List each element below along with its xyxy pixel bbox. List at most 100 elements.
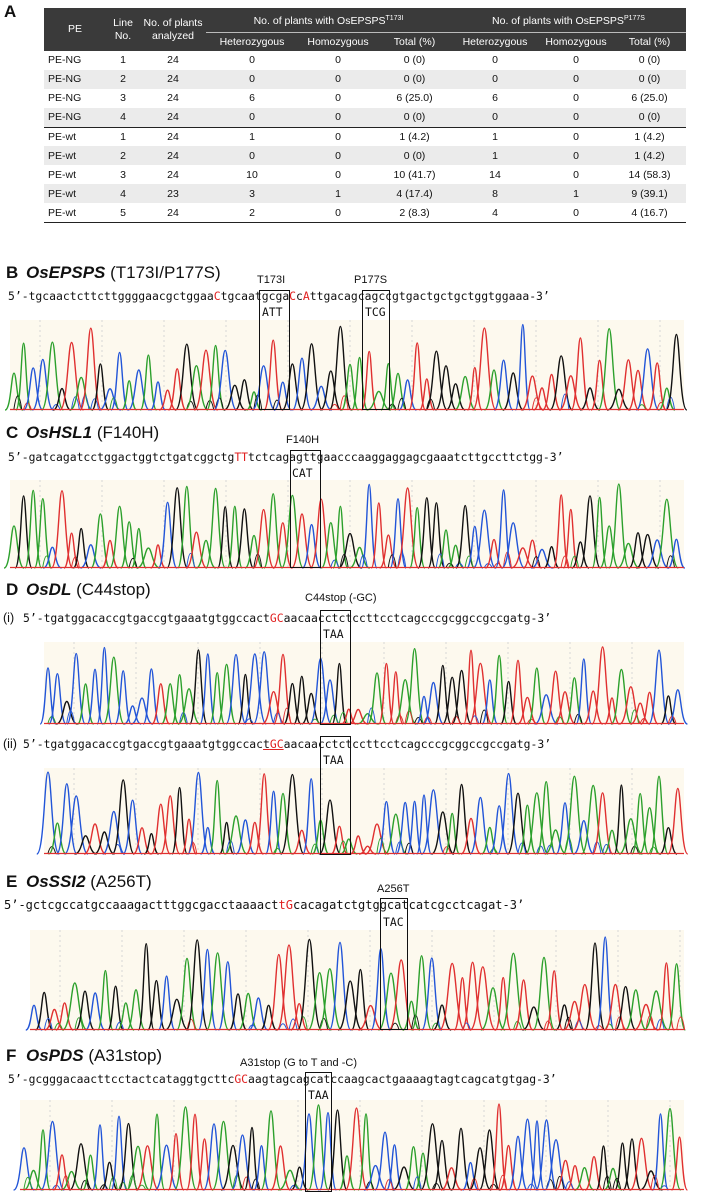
sequence-segment: t [263,737,270,751]
trace-peak [290,513,314,569]
trace-peak [658,387,676,411]
trace-peak [253,1144,270,1191]
trace-peak [604,697,620,725]
cell-line: 2 [106,69,140,89]
mutant-codon: TAA [323,753,344,767]
trace-peak [483,369,505,411]
trace-peak [302,778,321,855]
trace-minor-peak [431,1022,441,1031]
panel-e-letter: E [6,872,18,891]
sequence-line: 5’-tgatggacaccgtgaccgtgaaatgtggccactGCaa… [23,611,551,625]
trace-peak [114,670,132,725]
trace-peak [433,664,452,725]
trace-peak [408,342,427,411]
trace-peak [251,365,276,411]
trace-minor-peak [128,557,138,569]
cell-hom-1: 0 [298,203,378,224]
trace-peak [639,1170,663,1191]
gene-name: OsSSI2 [26,872,86,891]
trace-peak [398,379,417,411]
trace-peak [645,539,669,569]
trace-minor-peak [387,554,397,569]
trace-peak [55,1002,74,1031]
trace-peak [595,1145,612,1191]
cell-het-2: 1 [451,146,539,166]
trace-minor-peak [560,393,570,411]
trace-peak [493,359,514,411]
sequence-segment: cacagatctgtggcatcatcgcctcagat-3’ [293,898,525,912]
cell-total-2: 4 (16.7) [613,203,686,224]
trace-peak [384,813,408,855]
trace-peak [363,1164,388,1191]
trace-peak [392,1166,416,1191]
trace-peak [261,690,286,725]
trace-peak [80,544,102,569]
site-label: C44stop (-GC) [305,592,377,604]
trace-peak [127,369,150,411]
trace-peak [217,961,238,1031]
chromatogram-trace [3,480,686,569]
trace-minor-peak [51,404,61,411]
trace-minor-peak [244,718,254,725]
cell-total-2: 0 (0) [613,107,686,128]
trace-peak [453,976,472,1031]
trace-peak [205,952,230,1031]
sequence-line: 5’-gcgggacaacttcctactcataggtgcttcGCaagta… [8,1072,557,1086]
cell-line: 2 [106,146,140,166]
trace-peak [657,962,675,1031]
trace-peak [478,1129,501,1191]
trace-minor-peak [666,555,676,569]
cell-total-1: 1 (4.2) [378,126,451,147]
cell-plants: 24 [167,54,179,67]
header-total-1: Total (%) [378,32,451,51]
trace-minor-peak [278,1023,288,1031]
trace-peak [543,1139,569,1191]
trace-peak [414,1152,432,1191]
trace-peak [15,342,32,411]
cell-total-1: 0 (0) [378,69,451,89]
trace-peak [63,795,89,855]
cell-line: 3 [120,168,126,181]
sequence-segment: 5’-gctcgccatgccaaagactttggcgacctaaaact [4,898,279,912]
trace-peak [610,668,633,725]
trace-minor-peak [339,395,349,411]
trace-peak [670,1136,689,1191]
table-row: PE-wt 2 24 0 0 0 (0) 1 0 1 (4.2) [44,146,686,166]
cell-total-2: 9 (39.1) [613,184,686,204]
trace-peak [55,783,78,855]
trace-peak [310,385,333,411]
trace-minor-peak [251,1178,261,1191]
header-plants-analyzed: No. of plants analyzed [140,8,206,51]
mutation-site-box [362,290,390,410]
trace-minor-peak [339,553,349,569]
trace-minor-peak [656,401,666,411]
trace-minor-peak [186,1018,196,1031]
mutation-site-box [320,610,351,725]
trace-peak [338,532,362,569]
trace-peak [74,835,97,855]
trace-peak [562,508,579,569]
trace-peak [213,349,238,411]
cell-hom-2: 0 [573,168,579,181]
trace-peak [667,787,689,855]
cell-het-1: 0 [206,69,298,89]
trace-peak [55,700,78,725]
trace-peak [167,368,187,411]
cell-hom-2: 0 [539,146,613,166]
trace-minor-peak [555,1175,565,1191]
trace-peak [184,364,209,411]
trace-peak [434,365,458,411]
chromatogram-background [44,768,684,854]
trace-peak [618,818,643,855]
cell-total-1: 6 (25.0) [396,92,433,105]
mutation-site-box [305,1072,332,1192]
cell-plants: 24 [140,203,206,224]
trace-peak [451,783,472,855]
cell-total-1: 2 (8.3) [378,203,451,224]
trace-peak [319,370,342,411]
trace-minor-peak [43,1018,53,1031]
cell-hom-2: 0 [539,126,613,147]
cell-pe: PE-NG [48,92,82,105]
trace-peak [278,1169,302,1191]
trace-peak [358,845,377,855]
